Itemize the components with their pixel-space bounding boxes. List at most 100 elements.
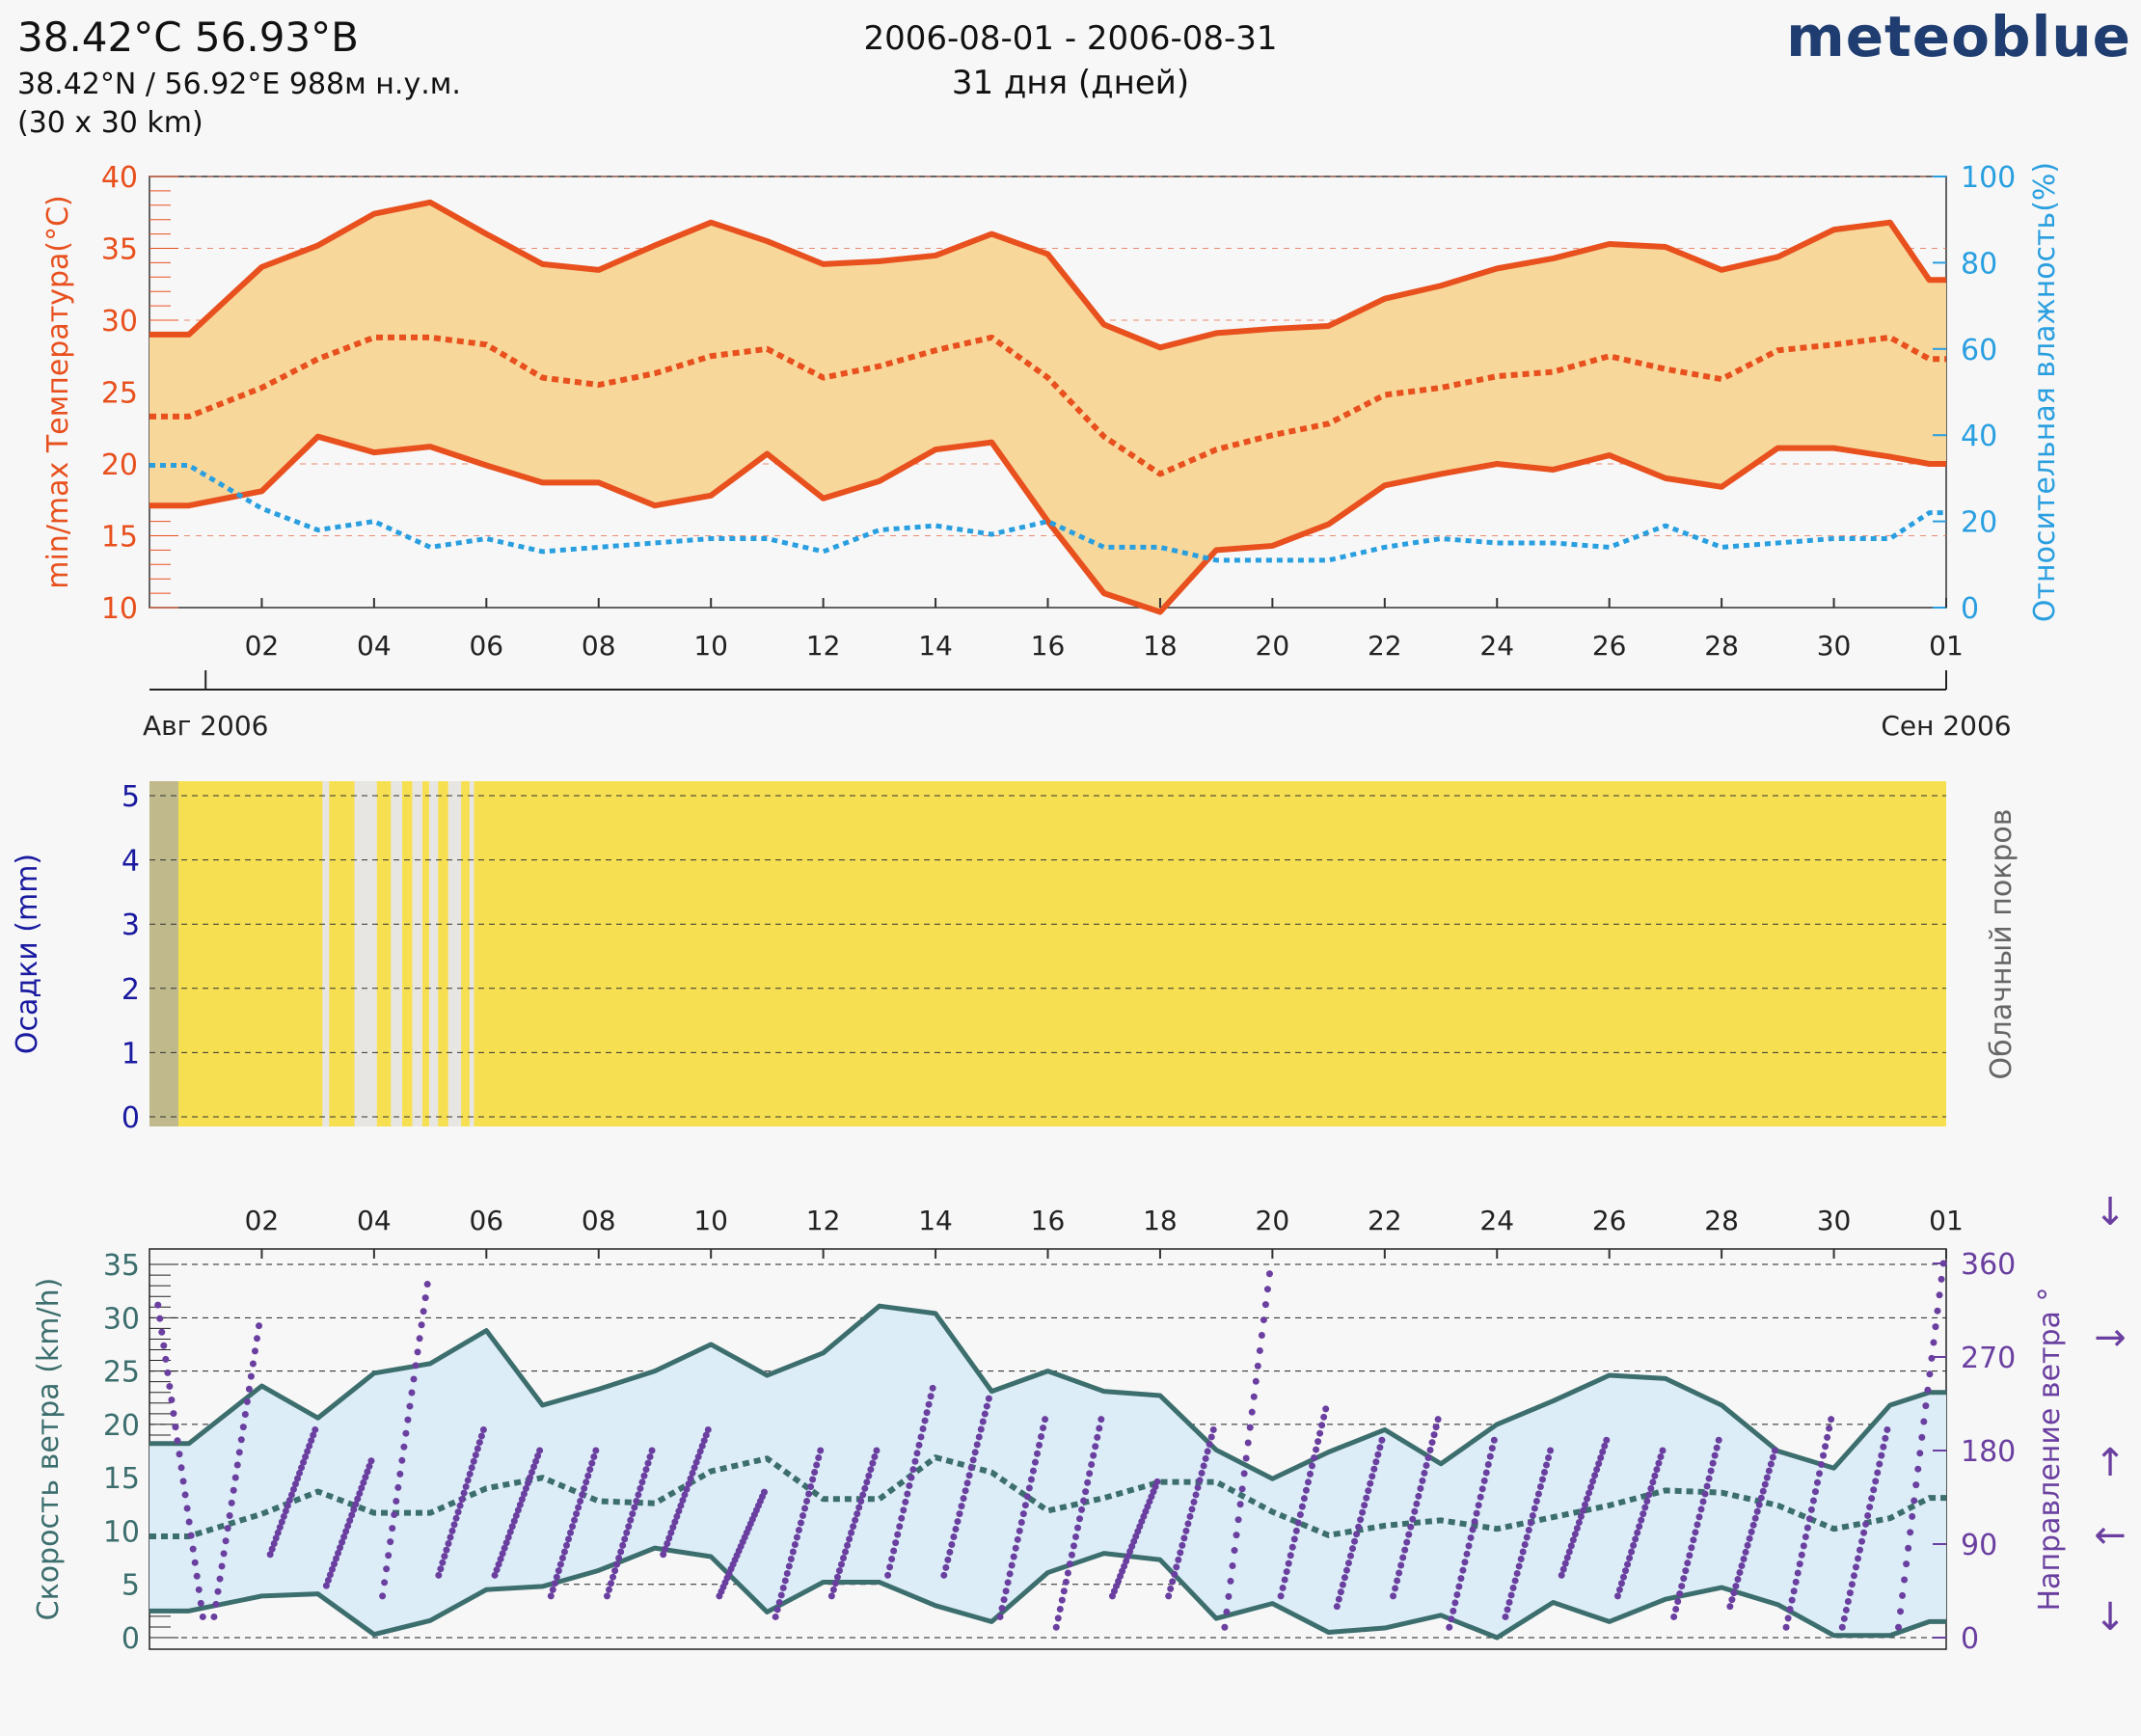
wind-tick-label: 15: [103, 1462, 140, 1496]
wind-direction-dot: [1659, 1447, 1667, 1454]
wind-direction-dot: [272, 1534, 280, 1542]
wind-direction-dot: [675, 1507, 683, 1515]
wind-direction-dot: [615, 1555, 623, 1562]
wind-direction-dot: [524, 1479, 531, 1487]
wind-direction-dot: [969, 1456, 977, 1464]
wind-direction-dot: [510, 1517, 518, 1525]
wind-direction-dot: [1421, 1469, 1428, 1477]
wind-direction-dot: [1695, 1513, 1703, 1521]
wind-direction-dot: [611, 1567, 619, 1575]
wind-direction-dot: [1082, 1488, 1090, 1496]
wind-direction-dot: [416, 1335, 423, 1343]
wind-direction-dot: [1709, 1459, 1717, 1467]
wind-direction-dot: [470, 1457, 477, 1465]
wind-direction-dot: [577, 1497, 584, 1505]
wind-direction-dot: [1453, 1590, 1461, 1598]
temp-x-tick-label: 10: [693, 630, 728, 662]
wind-direction-dot: [1207, 1433, 1215, 1441]
wind-direction-dot: [1624, 1560, 1632, 1568]
wind-direction-dot: [904, 1490, 911, 1498]
wind-direction-dot: [1068, 1551, 1075, 1559]
cloud-clear-period: [469, 781, 474, 1126]
wind-direction-dot: [1796, 1560, 1803, 1568]
temp-x-tick-label: 18: [1143, 630, 1178, 662]
wind-direction-dot: [477, 1432, 485, 1440]
wind-direction-dot: [1304, 1478, 1312, 1486]
wind-x-tick-label: 20: [1256, 1205, 1290, 1236]
wind-direction-dot: [1165, 1592, 1173, 1600]
wind-direction-dot: [1740, 1555, 1748, 1562]
wind-direction-dot: [458, 1496, 466, 1504]
wind-dir-tick-label: 180: [1961, 1435, 2016, 1469]
precip-axis-strip: [149, 781, 178, 1126]
wind-direction-dot: [633, 1497, 640, 1505]
wind-direction-dot: [850, 1523, 857, 1531]
wind-direction-dot: [1096, 1424, 1103, 1432]
wind-direction-dot: [181, 1491, 189, 1499]
wind-direction-dot: [586, 1466, 594, 1474]
wind-direction-dot: [1697, 1505, 1705, 1513]
temp-x-tick-label: 24: [1479, 630, 1514, 662]
wind-direction-dot: [218, 1562, 226, 1570]
wind-direction-dot: [1071, 1533, 1079, 1541]
brand-logo[interactable]: meteoblue: [1786, 4, 2131, 69]
wind-direction-dot: [1372, 1458, 1380, 1466]
wind-direction-dot: [366, 1462, 373, 1470]
wind-direction-dot: [1749, 1521, 1757, 1529]
wind-direction-dot: [884, 1571, 892, 1579]
wind-direction-dot: [1060, 1587, 1068, 1595]
wind-direction-dot: [890, 1547, 898, 1555]
wind-direction-dot: [827, 1592, 835, 1600]
wind-direction-dot: [326, 1571, 334, 1579]
wind-direction-dot: [1038, 1432, 1045, 1440]
wind-direction-dot: [1517, 1555, 1525, 1562]
wind-direction-dot: [575, 1504, 583, 1511]
wind-direction-dot: [1182, 1527, 1190, 1534]
wind-direction-dot: [673, 1512, 681, 1520]
wind-direction-dot: [1353, 1531, 1361, 1538]
wind-direction-dot: [1852, 1563, 1859, 1571]
wind-direction-dot: [1290, 1535, 1298, 1543]
wind-direction-dot: [402, 1429, 410, 1437]
wind-direction-dot: [691, 1464, 698, 1472]
temp-max-line: [149, 199, 1946, 351]
wind-direction-dot: [1876, 1460, 1884, 1468]
temp-x-tick-label: 02: [245, 630, 280, 662]
wind-direction-dot: [1450, 1607, 1457, 1614]
wind-direction-dot: [479, 1425, 487, 1433]
wind-direction-dot: [1184, 1520, 1192, 1528]
wind-direction-dot: [249, 1360, 257, 1368]
wind-direction-dot: [967, 1464, 975, 1472]
wind-direction-dot: [773, 1606, 781, 1614]
wind-direction-dot: [863, 1478, 871, 1486]
wind-direction-dot: [1842, 1606, 1850, 1614]
wind-direction-dot: [474, 1445, 481, 1452]
wind-direction-dot: [950, 1533, 958, 1541]
wind-direction-dot: [892, 1539, 900, 1547]
temp-x-tick-label: 22: [1368, 630, 1402, 662]
wind-direction-dot: [629, 1510, 637, 1518]
wind-direction-dot: [625, 1523, 633, 1531]
wind-direction-dot: [1901, 1576, 1909, 1584]
wind-direction-dot: [1078, 1505, 1086, 1513]
wind-direction-dot: [1094, 1433, 1101, 1441]
wind-direction-dot: [1335, 1595, 1342, 1603]
wind-direction-dot: [1031, 1458, 1039, 1466]
wind-direction-dot: [1858, 1537, 1866, 1545]
wind-direction-dot: [1302, 1486, 1310, 1494]
wind-direction-dot: [1895, 1623, 1903, 1631]
temp-range-band: [149, 202, 1946, 612]
wind-direction-dot: [1250, 1393, 1258, 1400]
wind-tick-label: 20: [103, 1409, 140, 1443]
wind-direction-dot: [304, 1448, 312, 1455]
wind-direction-dot: [1311, 1453, 1318, 1461]
wind-direction-dot: [564, 1535, 572, 1543]
wind-direction-dot: [1478, 1485, 1486, 1493]
wind-direction-dot: [1064, 1569, 1071, 1577]
wind-direction-dot: [344, 1522, 352, 1530]
wind-direction-dot: [339, 1538, 346, 1546]
wind-direction-dot: [1446, 1623, 1453, 1631]
wind-direction-dot: [608, 1580, 615, 1587]
wind-direction-dot: [414, 1348, 421, 1356]
wind-direction-dot: [224, 1525, 231, 1533]
